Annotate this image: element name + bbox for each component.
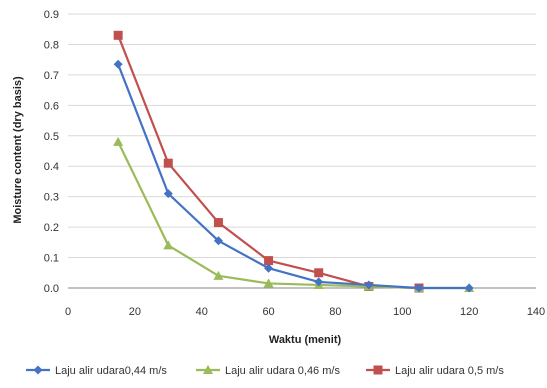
y-tick-label: 0.4 [44,161,59,173]
legend-marker [203,365,213,374]
y-tick-label: 0.1 [44,253,59,265]
data-point [163,158,173,168]
x-tick-label: 60 [262,306,274,318]
legend-marker [33,365,43,375]
data-point [113,30,123,40]
y-tick-label: 0.2 [44,222,59,234]
series-group [113,30,475,293]
legend-label: Laju alir udara 0,5 m/s [395,365,504,377]
x-tick-label: 120 [460,306,478,318]
data-point [163,240,174,250]
data-point [113,136,124,146]
y-tick-label: 0.5 [44,131,59,143]
y-tick-labels: 0.0 0.1 0.2 0.3 0.4 0.5 0.6 0.7 0.8 0.9 [44,9,59,295]
y-tick-label: 0.6 [44,100,59,112]
x-tick-label: 140 [527,306,545,318]
x-tick-label: 20 [129,306,141,318]
data-point [163,189,173,199]
data-point [263,278,274,288]
data-point [213,218,223,228]
data-point [314,268,324,278]
series-line [117,34,420,290]
y-tick-label: 0.9 [44,9,59,21]
x-tick-label: 0 [65,306,71,318]
y-tick-label: 0.7 [44,70,59,82]
data-point [264,263,274,273]
data-point [213,270,224,280]
legend-label: Laju alir udara0,44 m/s [55,365,167,377]
data-point [414,283,424,293]
legend: Laju alir udara0,44 m/s Laju alir udara 0… [26,365,504,377]
gridlines [68,13,536,259]
data-point [264,256,274,266]
y-tick-label: 0.0 [44,283,59,295]
x-axis-title: Waktu (menit) [269,334,342,346]
data-point [364,280,374,290]
legend-marker [373,365,383,375]
data-point [113,59,123,69]
y-tick-label: 0.8 [44,39,59,51]
data-point [213,236,223,246]
x-tick-label: 100 [393,306,411,318]
y-tick-label: 0.3 [44,192,59,204]
x-tick-label: 80 [329,306,341,318]
series-line [117,63,470,290]
legend-label: Laju alir udara 0,46 m/s [225,365,340,377]
data-point [314,277,324,287]
data-point [464,283,474,293]
x-tick-labels: 0 20 40 60 80 100 120 140 [65,306,545,318]
x-tick-label: 40 [196,306,208,318]
series [113,59,474,293]
series [113,30,424,293]
y-axis-title: Moisture content (dry basis) [12,76,24,224]
